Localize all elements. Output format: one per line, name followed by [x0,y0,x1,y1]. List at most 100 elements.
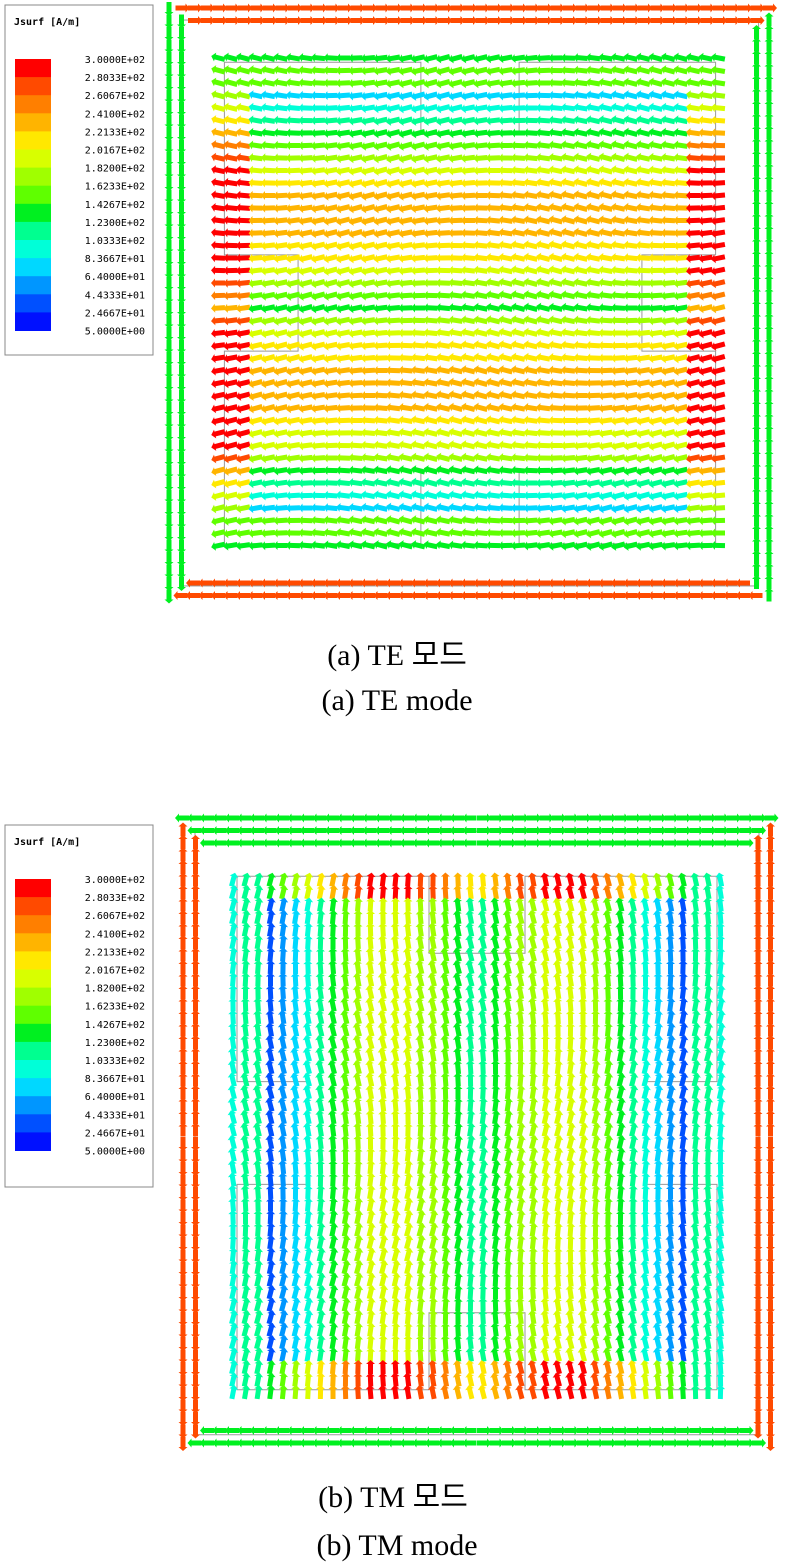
current-arrow [753,997,763,1012]
current-arrow [361,578,375,588]
current-arrow [286,103,301,113]
current-arrow [698,115,713,125]
current-arrow [236,366,251,376]
current-arrow [752,237,761,252]
current-arrow [336,216,351,226]
current-arrow [577,947,587,962]
current-arrow [236,304,251,314]
current-arrow [753,972,763,987]
current-arrow [736,591,750,600]
current-arrow [527,960,537,975]
current-arrow [477,1385,487,1400]
current-arrow [441,1135,451,1150]
current-arrow [362,826,377,835]
current-arrow [623,366,638,376]
current-arrow [302,1110,312,1125]
current-arrow [653,947,663,962]
current-arrow [428,872,438,887]
current-arrow [586,529,601,539]
current-arrow [286,354,301,364]
current-arrow [411,79,426,89]
current-arrow [548,177,563,187]
current-arrow [577,826,591,835]
field-plot [164,2,777,604]
current-arrow [716,960,726,975]
current-arrow [277,1147,287,1162]
current-arrow [598,140,613,150]
current-arrow [686,279,701,289]
current-arrow [561,491,576,501]
current-arrow [329,1197,338,1212]
current-arrow [753,1187,763,1201]
current-arrow [704,1060,714,1075]
current-arrow [428,1335,438,1350]
current-arrow [404,1260,414,1275]
current-arrow [304,885,314,900]
current-arrow [715,910,725,925]
current-arrow [315,1072,325,1087]
current-arrow [752,62,761,77]
current-arrow [354,1247,364,1262]
current-arrow [686,102,701,112]
current-arrow [436,440,451,450]
current-arrow [298,366,313,376]
current-arrow [263,3,277,13]
current-arrow [673,279,688,288]
current-arrow [598,303,613,313]
current-arrow [711,266,726,276]
current-arrow [436,591,450,600]
current-arrow [227,1110,237,1125]
current-arrow [666,1085,676,1100]
current-arrow [323,241,338,251]
current-arrow [290,1172,300,1187]
current-arrow [336,440,351,450]
current-arrow [316,1335,326,1350]
current-arrow [241,1335,251,1350]
current-arrow [261,391,276,401]
current-arrow [598,340,613,350]
current-arrow [654,1035,664,1050]
current-arrow [486,79,501,89]
current-arrow [286,128,301,138]
current-arrow [490,1372,500,1387]
current-arrow [686,404,701,414]
current-arrow [523,340,538,350]
current-arrow [466,1172,476,1187]
current-arrow [477,1372,487,1387]
current-arrow [290,1147,300,1162]
current-arrow [641,1072,651,1087]
current-arrow [211,52,226,62]
current-arrow [598,416,613,426]
current-arrow [279,1272,289,1287]
current-arrow [315,1010,325,1025]
current-arrow [652,1272,662,1287]
current-arrow [764,350,774,364]
current-arrow [591,1160,601,1175]
current-arrow [411,390,426,400]
current-arrow [615,1297,625,1312]
current-arrow [265,1022,275,1037]
current-arrow [491,1222,501,1237]
current-arrow [753,1162,763,1176]
current-arrow [679,1097,689,1112]
current-arrow [428,885,438,900]
current-arrow [715,1247,725,1262]
current-arrow [448,104,463,114]
current-arrow [273,454,288,464]
current-arrow [164,364,174,379]
current-arrow [691,985,701,1000]
current-arrow [328,1185,338,1200]
current-arrow [561,302,576,312]
current-arrow [611,578,625,588]
current-arrow [573,190,588,200]
current-arrow [366,1260,376,1275]
current-arrow [523,315,538,325]
current-arrow [661,379,676,389]
current-arrow [590,985,600,1000]
current-arrow [623,454,638,464]
current-arrow [602,872,612,887]
current-arrow [248,90,263,100]
current-arrow [711,329,726,339]
current-arrow [539,1426,554,1435]
current-arrow [436,290,451,300]
